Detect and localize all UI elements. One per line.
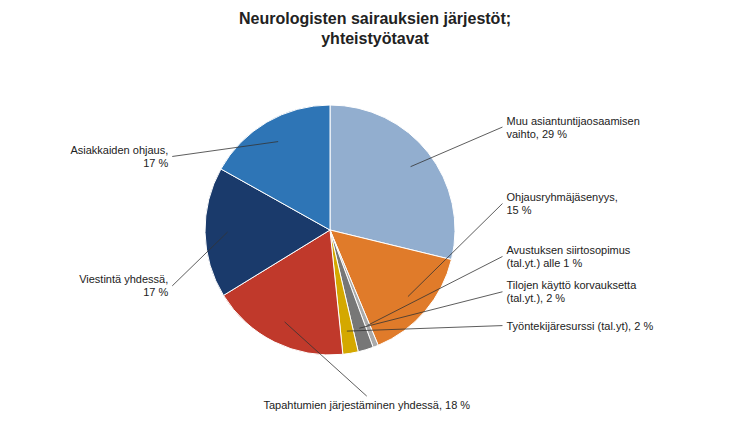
- labels: Muu asiantuntijaosaamisenvaihto, 29 % Ohj…: [70, 115, 653, 412]
- slice-label-line: Työntekijäresurssi (tal.yt), 2 %: [506, 320, 653, 332]
- slice-label: Muu asiantuntijaosaamisenvaihto, 29 %: [506, 115, 639, 140]
- pie-slice: [221, 105, 330, 230]
- leader-line: [359, 292, 502, 328]
- leader-line: [172, 142, 278, 157]
- slice-label-line: (tal.yt.), 2 %: [506, 292, 565, 304]
- slice-label-line: Viestintä yhdessä,: [79, 273, 168, 285]
- slice-label-line: vaihto, 29 %: [506, 128, 567, 140]
- slice-label: Viestintä yhdessä,17 %: [79, 273, 168, 298]
- leader-line: [411, 127, 503, 167]
- slice-label-line: 17 %: [143, 157, 168, 169]
- title: Neurologisten sairauksien järjestöt; yhte…: [239, 10, 511, 47]
- slice-label: Ohjausryhmäjäsenyys,15 %: [506, 191, 617, 216]
- title-line: yhteistyötavat: [321, 30, 429, 47]
- slice-label-line: Ohjausryhmäjäsenyys,: [506, 191, 617, 203]
- slice-label-line: Tapahtumien järjestäminen yhdessä, 18 %: [263, 399, 470, 411]
- title-line: Neurologisten sairauksien järjestöt;: [239, 10, 511, 27]
- slice-label-line: Tilojen käyttö korvauksetta: [506, 279, 637, 291]
- slice-label: Avustuksen siirtosopimus(tal.yt.) alle 1…: [506, 244, 630, 269]
- slice-label: Tapahtumien järjestäminen yhdessä, 18 %: [263, 399, 470, 411]
- leader-line: [347, 326, 503, 332]
- slice-label-line: Muu asiantuntijaosaamisen: [506, 115, 639, 127]
- slice-label-line: 15 %: [506, 204, 531, 216]
- slice-label: Tilojen käyttö korvauksetta(tal.yt.), 2 …: [506, 279, 637, 304]
- leader-line: [285, 322, 367, 396]
- pie: [205, 105, 455, 355]
- leader-line: [367, 256, 502, 325]
- chart: Neurologisten sairauksien järjestöt; yhte…: [0, 0, 750, 436]
- slice-label-line: (tal.yt.) alle 1 %: [506, 257, 582, 269]
- slice-label-line: Asiakkaiden ohjaus,: [70, 144, 168, 156]
- slice-label-line: 17 %: [143, 286, 168, 298]
- leader-line: [172, 232, 227, 286]
- leader-line: [408, 204, 503, 297]
- slice-label: Työntekijäresurssi (tal.yt), 2 %: [506, 320, 653, 332]
- slice-label: Asiakkaiden ohjaus,17 %: [70, 144, 168, 169]
- chart-container: Neurologisten sairauksien järjestöt; yhte…: [0, 0, 750, 436]
- slice-label-line: Avustuksen siirtosopimus: [506, 244, 630, 256]
